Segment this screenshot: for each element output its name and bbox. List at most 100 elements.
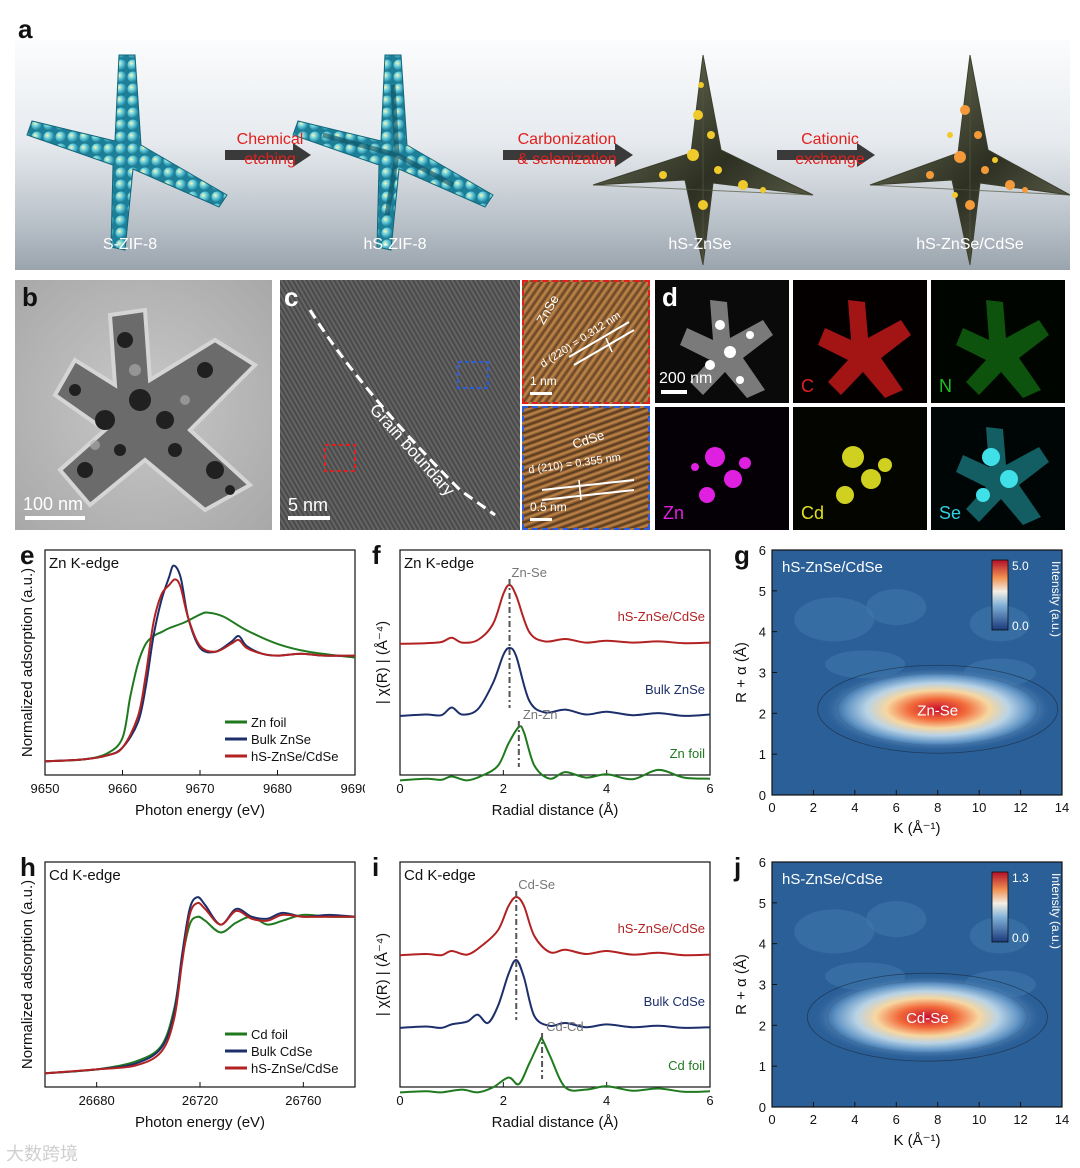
hs-zif8-crystal xyxy=(292,54,494,251)
arrow-3-label: Cationic exchange xyxy=(780,130,880,170)
map-zn-signal xyxy=(691,447,751,503)
map-zn-label: Zn xyxy=(663,503,685,523)
j-xtick-label-7: 14 xyxy=(1055,1112,1069,1127)
panel-c-scalebar-label: 5 nm xyxy=(288,495,329,515)
j-patch-0 xyxy=(794,909,875,954)
hs-znse-cdse-star xyxy=(869,54,1070,266)
g-ytick-label-2: 2 xyxy=(759,706,766,721)
h-legend-label-0: Cd foil xyxy=(251,1027,288,1042)
inset-znse-scale: 1 nm xyxy=(530,374,557,388)
panel-label-d: d xyxy=(662,282,678,312)
arrow-2-label-line2: & selenization xyxy=(517,151,617,168)
f-xtick-label-3: 6 xyxy=(706,781,713,796)
j-peak-blob xyxy=(812,975,1043,1060)
h-title: Cd K-edge xyxy=(49,867,121,884)
panel-label-e: e xyxy=(20,540,35,570)
i-series-label-0: hS-ZnSe/CdSe xyxy=(618,921,705,936)
g-patch-1 xyxy=(866,589,927,626)
i-annotation-0: Cd-Se xyxy=(518,877,555,892)
panel-c-hrtem: Grain boundary 5 nm xyxy=(280,280,520,530)
g-contour-0 xyxy=(817,664,1059,754)
f-series-1 xyxy=(399,646,711,717)
g-xtick-label-0: 0 xyxy=(768,800,775,815)
panel-d-map-c: C xyxy=(793,280,927,403)
hs-znse-star xyxy=(592,54,814,266)
g-xtick-label-7: 14 xyxy=(1055,800,1069,815)
e-legend-label-0: Zn foil xyxy=(251,715,287,730)
i-series-1 xyxy=(399,959,711,1029)
j-ytick-label-2: 2 xyxy=(759,1018,766,1033)
i-title: Cd K-edge xyxy=(404,867,476,884)
map-c-label: C xyxy=(801,376,814,396)
arrow-3-label-line1: Cationic xyxy=(801,131,859,148)
j-xtick-label-0: 0 xyxy=(768,1112,775,1127)
i-ylabel: | χ(R) | (Å⁻⁴) xyxy=(374,933,391,1016)
i-frame xyxy=(399,861,711,1088)
i-xtick-label-2: 4 xyxy=(603,1093,610,1108)
f-series-label-2: Zn foil xyxy=(670,746,706,761)
j-xlabel: K (Å⁻¹) xyxy=(893,1132,940,1149)
j-ytick-label-3: 3 xyxy=(759,978,766,993)
map-n-label: N xyxy=(939,376,952,396)
j-colorbar-max: 1.3 xyxy=(1012,871,1029,885)
g-xtick-label-5: 10 xyxy=(972,800,986,815)
inset-cdse-scale: 0.5 nm xyxy=(530,500,567,514)
j-ytick-label-0: 0 xyxy=(759,1100,766,1115)
g-ytick-label-5: 5 xyxy=(759,584,766,599)
panel-b-particle xyxy=(25,307,259,520)
j-ytick-label-4: 4 xyxy=(759,937,766,952)
map-n-signal xyxy=(956,300,1049,398)
e-xtick-label-2: 9670 xyxy=(186,781,215,796)
f-xlabel: Radial distance (Å) xyxy=(492,802,619,819)
i-series-label-1: Bulk CdSe xyxy=(644,994,705,1009)
g-colorbar-label: Intensity (a.u.) xyxy=(1049,561,1063,637)
h-xtick-label-0: 26680 xyxy=(79,1093,115,1108)
j-ytick-label-6: 6 xyxy=(759,857,766,870)
h-xtick-label-2: 26760 xyxy=(285,1093,321,1108)
g-peak-blob xyxy=(822,667,1053,752)
g-ytick-label-3: 3 xyxy=(759,666,766,681)
h-legend-label-1: Bulk CdSe xyxy=(251,1044,312,1059)
panel-b-scalebar-label: 100 nm xyxy=(23,494,84,514)
panel-d-scalebar-label: 200 nm xyxy=(659,370,713,387)
g-patch-0 xyxy=(794,597,875,642)
panel-label-g: g xyxy=(734,540,750,570)
j-xtick-label-2: 4 xyxy=(851,1112,858,1127)
e-ylabel: Normalized adsorption (a.u.) xyxy=(19,568,36,757)
g-xtick-label-1: 2 xyxy=(810,800,817,815)
f-xtick-label-1: 2 xyxy=(500,781,507,796)
g-ytick-label-6: 6 xyxy=(759,545,766,558)
h-xlabel: Photon energy (eV) xyxy=(135,1114,265,1131)
h-series-0 xyxy=(44,913,356,1075)
g-ytick-label-4: 4 xyxy=(759,625,766,640)
arrow-1-label: Chemical etching xyxy=(225,130,315,170)
chart-i-cd-exafs: 0 2 4 6 Radial distance (Å) | χ(R) | (Å⁻⁴) Cd … xyxy=(374,861,714,1131)
e-legend-label-2: hS-ZnSe/CdSe xyxy=(251,749,338,764)
g-xtick-label-3: 6 xyxy=(893,800,900,815)
i-series-2 xyxy=(399,1036,711,1094)
j-ylabel: R + α (Å) xyxy=(733,954,750,1015)
chart-e-zn-xanes: 9650 9660 9670 9680 9690 Photon energy (eV) No… xyxy=(19,549,365,819)
h-legend-label-2: hS-ZnSe/CdSe xyxy=(251,1061,338,1076)
map-se-signal xyxy=(956,427,1049,525)
e-legend-label-1: Bulk ZnSe xyxy=(251,732,311,747)
j-ytick-label-5: 5 xyxy=(759,896,766,911)
arrow-2 xyxy=(503,143,633,167)
panel-label-b: b xyxy=(22,282,38,312)
e-xtick-label-1: 9660 xyxy=(108,781,137,796)
h-series-2 xyxy=(44,901,355,1075)
panel-d-haadf: 200 nm xyxy=(655,280,789,403)
inset-znse-lines xyxy=(530,321,635,395)
f-series-2 xyxy=(399,725,711,782)
e-series-2 xyxy=(44,578,356,763)
g-xlabel: K (Å⁻¹) xyxy=(893,820,940,837)
j-xtick-label-4: 8 xyxy=(934,1112,941,1127)
panel-a-illustration xyxy=(26,54,1070,266)
i-series-label-2: Cd foil xyxy=(668,1058,705,1073)
g-title: hS-ZnSe/CdSe xyxy=(782,559,883,576)
panel-c-inset-cdse: ZnSe CdSe d (210) = 0.355 nm 0.5 nm xyxy=(522,406,650,530)
panel-label-f: f xyxy=(372,540,381,570)
g-xtick-label-2: 4 xyxy=(851,800,858,815)
j-peak-label: Cd-Se xyxy=(906,1010,949,1027)
